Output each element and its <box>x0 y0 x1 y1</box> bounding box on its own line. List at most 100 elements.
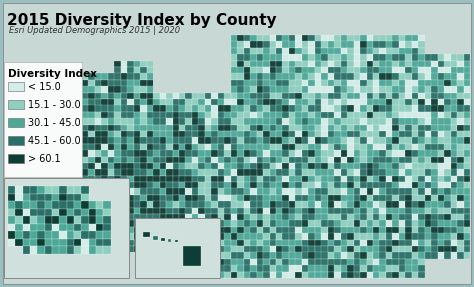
Bar <box>250 253 257 259</box>
Bar <box>74 216 82 224</box>
Bar <box>256 240 264 247</box>
Bar <box>354 41 360 48</box>
Bar <box>360 156 367 163</box>
Bar <box>192 259 199 265</box>
Bar <box>354 156 360 163</box>
Bar <box>23 186 30 194</box>
Bar <box>205 214 212 221</box>
Bar <box>431 150 438 157</box>
Bar <box>341 54 347 61</box>
Bar <box>166 214 173 221</box>
Bar <box>205 201 212 208</box>
Bar <box>451 118 457 125</box>
Bar <box>114 233 121 240</box>
Bar <box>153 105 160 112</box>
Bar <box>108 131 115 138</box>
Bar <box>134 195 141 202</box>
Bar <box>354 80 360 87</box>
Bar <box>160 272 166 278</box>
Bar <box>140 80 147 87</box>
Bar <box>302 214 309 221</box>
Bar <box>283 150 289 157</box>
Bar <box>127 201 134 208</box>
Bar <box>140 150 147 157</box>
Bar <box>451 233 457 240</box>
Bar <box>412 240 419 247</box>
Bar <box>231 169 237 176</box>
Bar <box>321 182 328 189</box>
Bar <box>114 227 121 234</box>
Bar <box>283 156 289 163</box>
Bar <box>121 67 128 74</box>
Bar <box>108 156 115 163</box>
Bar <box>321 86 328 93</box>
Bar <box>173 118 179 125</box>
Bar <box>392 73 399 80</box>
Bar <box>425 208 432 214</box>
Bar <box>160 61 166 67</box>
Bar <box>185 86 192 93</box>
Bar <box>160 240 166 247</box>
Bar <box>237 48 244 55</box>
Bar <box>192 99 199 106</box>
Bar <box>457 182 464 189</box>
Bar <box>250 41 257 48</box>
Bar <box>179 150 186 157</box>
Bar <box>418 220 425 227</box>
Bar <box>108 272 115 278</box>
Bar <box>451 240 457 247</box>
Bar <box>386 227 393 234</box>
Bar <box>270 144 276 150</box>
Bar <box>66 231 74 239</box>
Bar <box>140 54 147 61</box>
Bar <box>89 80 95 87</box>
Bar <box>444 48 451 55</box>
Bar <box>341 73 347 80</box>
Bar <box>366 227 374 234</box>
Bar <box>328 227 335 234</box>
Bar <box>270 118 276 125</box>
Bar <box>380 189 386 195</box>
Bar <box>59 246 67 254</box>
Bar <box>256 144 264 150</box>
Bar <box>308 214 315 221</box>
Bar <box>231 253 237 259</box>
Bar <box>179 208 186 214</box>
Bar <box>418 201 425 208</box>
Bar <box>185 208 192 214</box>
Bar <box>270 112 276 119</box>
Bar <box>444 214 451 221</box>
Bar <box>134 233 141 240</box>
Bar <box>334 144 341 150</box>
Bar <box>89 201 95 208</box>
Bar <box>464 41 470 48</box>
Bar <box>30 224 37 231</box>
Bar <box>341 48 347 55</box>
Bar <box>354 131 360 138</box>
Bar <box>308 73 315 80</box>
Bar <box>380 80 386 87</box>
Bar <box>185 156 192 163</box>
Bar <box>399 253 406 259</box>
Bar <box>425 137 432 144</box>
Bar <box>321 169 328 176</box>
Bar <box>256 67 264 74</box>
Bar <box>146 125 154 131</box>
Bar <box>270 80 276 87</box>
Bar <box>114 169 121 176</box>
Bar <box>405 54 412 61</box>
Bar <box>101 41 108 48</box>
Bar <box>185 105 192 112</box>
Bar <box>250 214 257 221</box>
Bar <box>431 189 438 195</box>
Bar <box>380 67 386 74</box>
Bar <box>224 176 231 183</box>
Bar <box>328 118 335 125</box>
Bar <box>276 41 283 48</box>
Bar <box>127 35 134 42</box>
Bar <box>23 193 30 201</box>
Bar <box>412 73 419 80</box>
Bar <box>399 233 406 240</box>
Bar <box>95 272 102 278</box>
Bar <box>244 233 251 240</box>
